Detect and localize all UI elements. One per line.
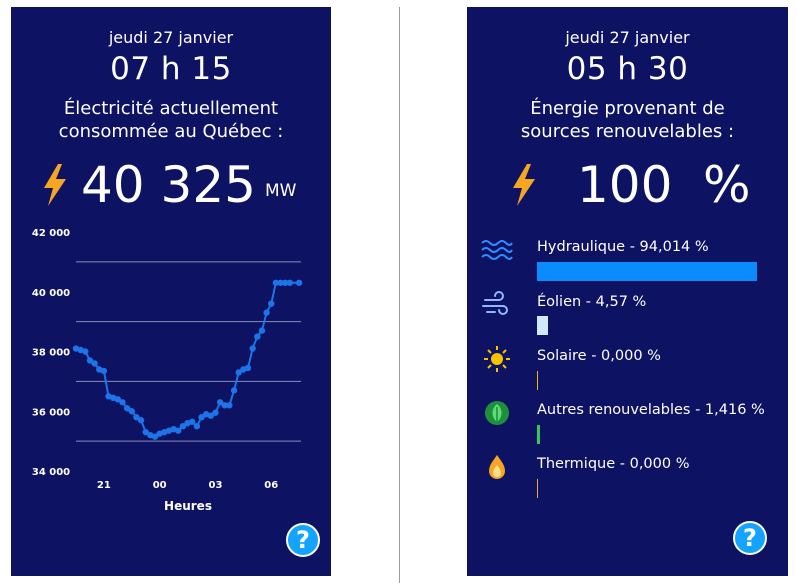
data-point — [175, 427, 182, 434]
data-point — [193, 422, 201, 430]
data-point — [244, 364, 252, 372]
renewables-subtitle: Énergie provenant de sources renouvelabl… — [467, 97, 788, 143]
source-label-solaire: Solaire - 0,000 % — [537, 348, 661, 364]
y-tick-label: 36 000 — [32, 407, 70, 418]
consumption-subtitle: Électricité actuellement consommée au Qu… — [11, 97, 331, 143]
help-button[interactable]: ? — [733, 521, 767, 555]
data-point — [281, 279, 289, 286]
consumption-subtitle-line1: Électricité actuellement — [63, 98, 279, 119]
y-tick-label: 34 000 — [32, 467, 70, 478]
renewables-value: 100 — [577, 156, 673, 214]
consumption-unit: MW — [265, 181, 297, 201]
x-tick-label: 00 — [153, 480, 167, 491]
data-point — [212, 409, 219, 416]
data-point — [295, 279, 303, 286]
data-point — [230, 387, 238, 394]
consumption-chart: 34 000 36 000 38 000 40 000 42 000 21 00 03 06 He… — [32, 228, 303, 513]
data-point — [263, 309, 270, 316]
consumption-value: 40 325 — [81, 156, 256, 214]
data-point — [254, 333, 261, 340]
water-waves-icon — [481, 240, 513, 260]
sun-icon — [484, 346, 510, 372]
y-tick-label: 38 000 — [32, 348, 70, 359]
consumption-date: jeudi 27 janvier — [108, 28, 234, 47]
data-point — [277, 279, 284, 286]
data-point — [226, 402, 233, 409]
renewables-time: 05 h 30 — [566, 51, 689, 87]
source-label-autres-renouvelables: Autres renouvelables - 1,416 % — [537, 402, 765, 418]
renewables-panel: jeudi 27 janvier 05 h 30 Énergie provena… — [467, 7, 788, 576]
data-point — [123, 405, 131, 412]
data-point — [268, 300, 275, 307]
data-point — [86, 357, 94, 364]
data-point — [91, 360, 98, 367]
lightning-bolt-icon — [513, 164, 535, 206]
data-point — [179, 422, 187, 430]
data-point — [133, 414, 140, 421]
data-point — [216, 399, 224, 406]
consumption-time: 07 h 15 — [110, 51, 232, 87]
y-tick-label: 42 000 — [32, 228, 70, 239]
source-label-thermique: Thermique - 0,000 % — [537, 456, 690, 472]
flame-icon — [489, 455, 505, 479]
source-bar-autres-renouvelables — [537, 425, 541, 444]
source-label-eolien: Éolien - 4,57 % — [537, 294, 647, 310]
data-point — [207, 412, 215, 419]
renewables-subtitle-line1: Énergie provenant de — [530, 98, 725, 119]
lightning-bolt-icon — [44, 164, 66, 206]
x-tick-label: 06 — [264, 480, 278, 491]
panel-divider — [399, 7, 400, 583]
source-bar-thermique — [537, 479, 538, 498]
consumption-panel: jeudi 27 janvier 07 h 15 Électricité act… — [11, 7, 331, 576]
data-point — [221, 402, 228, 409]
data-point — [119, 399, 126, 406]
data-point — [286, 279, 294, 286]
data-point — [142, 428, 149, 436]
x-tick-label: 21 — [97, 480, 111, 491]
data-point — [258, 327, 266, 334]
x-tick-label: 03 — [209, 480, 223, 491]
data-point — [189, 418, 196, 425]
x-axis-label: Heures — [164, 499, 212, 513]
help-button[interactable]: ? — [286, 523, 320, 557]
data-point — [198, 414, 205, 421]
source-bar-solaire — [537, 371, 538, 390]
source-label-hydraulique: Hydraulique - 94,014 % — [537, 239, 709, 255]
renewables-unit: % — [703, 156, 751, 214]
data-point — [151, 433, 159, 440]
leaf-icon — [485, 401, 509, 425]
source-bar-eolien — [537, 316, 548, 335]
data-point — [114, 396, 122, 403]
series-line — [75, 281, 300, 438]
renewables-date: jeudi 27 janvier — [565, 28, 690, 47]
source-bar-hydraulique — [537, 262, 757, 281]
data-point — [100, 367, 108, 375]
data-point — [235, 369, 242, 376]
data-point — [249, 345, 256, 352]
wind-icon — [482, 291, 508, 315]
data-point — [82, 348, 89, 355]
data-point — [272, 279, 280, 286]
data-point — [137, 417, 145, 424]
y-tick-label: 40 000 — [32, 288, 70, 299]
data-point — [128, 408, 135, 415]
renewables-subtitle-line2: sources renouvelables : — [520, 121, 735, 142]
consumption-subtitle-line2: consommée au Québec : — [58, 121, 284, 142]
